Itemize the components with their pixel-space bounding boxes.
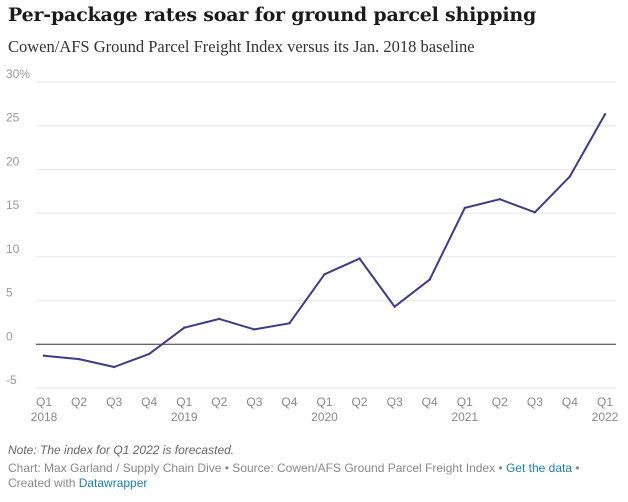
x-tick-quarter-label: Q4 xyxy=(422,395,438,409)
x-tick-year-label: 2019 xyxy=(171,410,198,424)
chart-subtitle: Cowen/AFS Ground Parcel Freight Index ve… xyxy=(8,37,475,56)
data-point xyxy=(498,197,502,201)
y-tick-label: 25 xyxy=(6,111,20,125)
x-tick-quarter-label: Q1 xyxy=(597,395,613,409)
x-tick-quarter-label: Q3 xyxy=(106,395,122,409)
y-tick-label: 5 xyxy=(6,286,13,300)
x-tick-quarter-label: Q1 xyxy=(457,395,473,409)
data-point xyxy=(463,206,466,210)
x-tick-quarter-label: Q3 xyxy=(527,395,543,409)
data-point xyxy=(147,352,151,356)
series-layer xyxy=(42,113,607,369)
gridlines xyxy=(36,81,616,389)
data-point xyxy=(428,278,431,281)
x-tick-quarter-label: Q1 xyxy=(176,395,192,409)
x-tick-quarter-label: Q4 xyxy=(141,395,157,409)
data-point xyxy=(288,322,291,325)
data-point xyxy=(323,273,326,276)
data-point xyxy=(603,113,607,116)
data-point xyxy=(253,328,256,331)
created-with-text: • Created with xyxy=(8,461,580,490)
y-tick-label: 30% xyxy=(6,67,30,81)
chart-note: Note: The index for Q1 2022 is forecaste… xyxy=(8,443,235,457)
data-point xyxy=(42,354,46,357)
x-tick-quarter-label: Q2 xyxy=(211,395,227,409)
chart-title: Per-package rates soar for ground parcel… xyxy=(8,4,537,26)
data-point xyxy=(112,365,116,369)
x-tick-year-label: 2020 xyxy=(311,410,338,424)
y-tick-label: 15 xyxy=(6,198,20,212)
x-tick-quarter-label: Q2 xyxy=(492,395,508,409)
series-line xyxy=(43,113,606,368)
data-point xyxy=(393,305,396,308)
x-tick-quarter-label: Q2 xyxy=(71,395,87,409)
x-tick-quarter-label: Q2 xyxy=(352,395,368,409)
data-point xyxy=(218,317,221,321)
data-point xyxy=(533,211,537,214)
x-tick-quarter-label: Q4 xyxy=(281,395,297,409)
data-point xyxy=(568,175,572,178)
x-tick-quarter-label: Q1 xyxy=(36,395,52,409)
y-tick-label: 10 xyxy=(6,242,20,256)
chart-footer: Chart: Max Garland / Supply Chain Dive •… xyxy=(8,461,620,491)
data-point xyxy=(183,326,186,329)
y-tick-label: 0 xyxy=(6,329,13,343)
data-point xyxy=(77,357,81,361)
credit-text: Chart: Max Garland / Supply Chain Dive •… xyxy=(8,461,506,475)
y-axis-ticks: -5 0 5 10 15 20 25 30% xyxy=(6,67,30,387)
datawrapper-link[interactable]: Datawrapper xyxy=(78,476,148,490)
x-tick-year-label: 2022 xyxy=(592,410,619,424)
data-point xyxy=(358,257,361,260)
y-tick-label: -5 xyxy=(6,373,17,387)
x-tick-quarter-label: Q3 xyxy=(246,395,262,409)
x-tick-year-label: 2018 xyxy=(31,410,58,424)
x-tick-year-label: 2021 xyxy=(451,410,478,424)
x-tick-quarter-label: Q4 xyxy=(562,395,578,409)
get-the-data-link[interactable]: Get the data xyxy=(505,461,573,475)
y-tick-label: 20 xyxy=(6,154,20,168)
x-tick-quarter-label: Q3 xyxy=(387,395,403,409)
x-tick-quarter-label: Q1 xyxy=(316,395,332,409)
